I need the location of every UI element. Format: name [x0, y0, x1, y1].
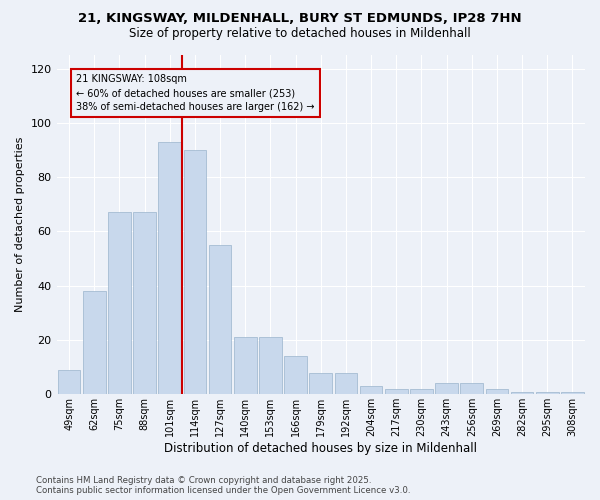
Bar: [83, 291, 106, 395]
Bar: [360, 386, 382, 394]
Bar: [460, 384, 483, 394]
X-axis label: Distribution of detached houses by size in Mildenhall: Distribution of detached houses by size …: [164, 442, 477, 455]
Bar: [536, 392, 559, 394]
Text: Contains HM Land Registry data © Crown copyright and database right 2025.
Contai: Contains HM Land Registry data © Crown c…: [36, 476, 410, 495]
Bar: [335, 372, 357, 394]
Bar: [58, 370, 80, 394]
Bar: [234, 338, 257, 394]
Bar: [259, 338, 282, 394]
Text: 21, KINGSWAY, MILDENHALL, BURY ST EDMUNDS, IP28 7HN: 21, KINGSWAY, MILDENHALL, BURY ST EDMUND…: [78, 12, 522, 26]
Bar: [108, 212, 131, 394]
Bar: [435, 384, 458, 394]
Bar: [511, 392, 533, 394]
Text: 21 KINGSWAY: 108sqm
← 60% of detached houses are smaller (253)
38% of semi-detac: 21 KINGSWAY: 108sqm ← 60% of detached ho…: [76, 74, 314, 112]
Bar: [485, 389, 508, 394]
Text: Size of property relative to detached houses in Mildenhall: Size of property relative to detached ho…: [129, 28, 471, 40]
Bar: [184, 150, 206, 394]
Bar: [284, 356, 307, 395]
Bar: [561, 392, 584, 394]
Y-axis label: Number of detached properties: Number of detached properties: [15, 137, 25, 312]
Bar: [410, 389, 433, 394]
Bar: [385, 389, 407, 394]
Bar: [310, 372, 332, 394]
Bar: [133, 212, 156, 394]
Bar: [158, 142, 181, 395]
Bar: [209, 245, 232, 394]
